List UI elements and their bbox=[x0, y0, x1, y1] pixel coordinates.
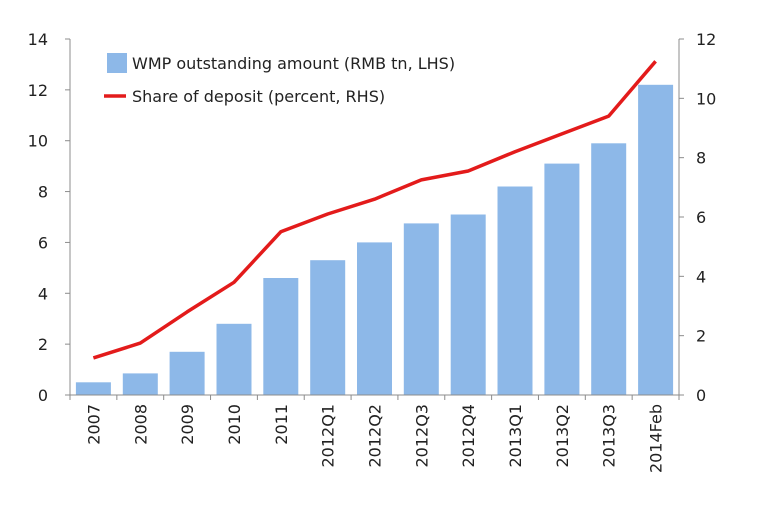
x-tick-label: 2014Feb bbox=[647, 404, 666, 473]
bar-2013Q2 bbox=[544, 163, 580, 395]
right-tick-label: 4 bbox=[696, 267, 706, 286]
x-tick-label: 2012Q1 bbox=[319, 404, 338, 468]
left-tick-label: 12 bbox=[28, 81, 48, 100]
axes-group bbox=[65, 38, 684, 400]
x-tick-label: 2010 bbox=[225, 404, 244, 445]
legend-label-line: Share of deposit (percent, RHS) bbox=[132, 87, 385, 106]
right-tick-label: 8 bbox=[696, 149, 706, 168]
bar-2012Q4 bbox=[450, 214, 486, 395]
x-tick-label: 2007 bbox=[84, 404, 103, 445]
bar-2013Q3 bbox=[591, 143, 627, 395]
left-tick-label: 4 bbox=[38, 284, 48, 303]
bar-2008 bbox=[122, 373, 158, 395]
right-tick-label: 10 bbox=[696, 89, 716, 108]
right-tick-label: 2 bbox=[696, 327, 706, 346]
x-tick-label: 2012Q4 bbox=[459, 404, 478, 468]
legend: WMP outstanding amount (RMB tn, LHS) Sha… bbox=[104, 53, 455, 106]
bar-2014Feb bbox=[638, 84, 674, 396]
x-tick-label: 2013Q1 bbox=[506, 404, 525, 468]
bar-2009 bbox=[169, 351, 205, 395]
legend-swatch-bars bbox=[107, 53, 127, 73]
bars-group bbox=[75, 84, 674, 396]
bar-2012Q2 bbox=[357, 242, 392, 395]
left-tick-label: 10 bbox=[28, 132, 48, 151]
bar-2013Q1 bbox=[497, 186, 533, 395]
left-tick-label: 0 bbox=[38, 386, 48, 405]
bar-2007 bbox=[75, 382, 111, 395]
left-tick-label: 6 bbox=[38, 233, 48, 252]
left-tick-label: 14 bbox=[28, 30, 48, 49]
legend-label-bars: WMP outstanding amount (RMB tn, LHS) bbox=[132, 54, 455, 73]
x-tick-label: 2011 bbox=[272, 404, 291, 445]
right-tick-label: 6 bbox=[696, 208, 706, 227]
bar-2012Q1 bbox=[310, 260, 346, 395]
x-tick-label: 2009 bbox=[178, 404, 197, 445]
right-tick-label: 0 bbox=[696, 386, 706, 405]
line-group bbox=[92, 60, 657, 360]
bar-2010 bbox=[216, 323, 252, 395]
right-tick-label: 12 bbox=[696, 30, 716, 49]
bar-2012Q3 bbox=[403, 223, 439, 395]
x-tick-label: 2013Q3 bbox=[600, 404, 619, 468]
bar-2011 bbox=[263, 278, 299, 395]
left-tick-label: 2 bbox=[38, 335, 48, 354]
x-tick-label: 2012Q3 bbox=[412, 404, 431, 468]
x-tick-label: 2008 bbox=[131, 404, 150, 445]
x-tick-label: 2013Q2 bbox=[553, 404, 572, 468]
x-tick-label: 2012Q2 bbox=[366, 404, 385, 468]
left-tick-label: 8 bbox=[38, 183, 48, 202]
ticks-group: 0 2 4 6 8 10 12 14 0 2 4 6 8 10 12 2007 2008 2009 2010 2011… bbox=[28, 30, 717, 473]
